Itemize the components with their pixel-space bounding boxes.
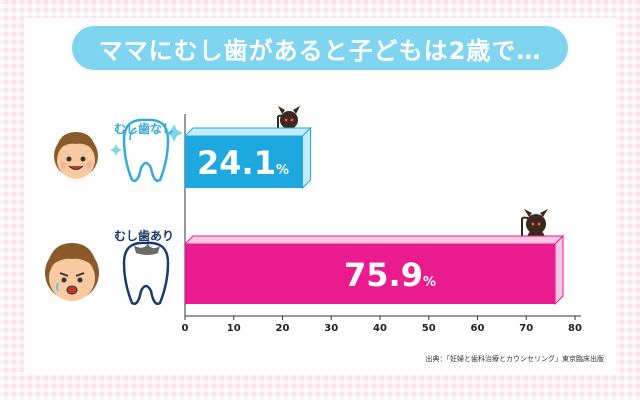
x-tick-label: 30 [324, 323, 338, 334]
x-tick-label: 70 [519, 323, 533, 334]
child-crying-icon [45, 243, 99, 301]
x-tick-label: 10 [227, 323, 241, 334]
x-tick-label: 0 [182, 323, 189, 334]
chart-title: ママにむし歯があると子どもは2歳で… [72, 26, 568, 70]
bar-no-cavity-top [183, 127, 312, 137]
x-tick-label: 40 [373, 323, 387, 334]
x-tick-label: 50 [422, 323, 436, 334]
category-label: むし歯あり [114, 228, 174, 243]
data-label: 75.9% [344, 256, 436, 294]
decayed-tooth-icon [122, 241, 170, 305]
chart-card: ママにむし歯があると子どもは2歳で… [24, 18, 616, 374]
bar-cavity [185, 244, 556, 304]
bar-cavity-top [183, 235, 565, 245]
category-label: むし歯なし [114, 121, 174, 136]
x-tick-label: 60 [471, 323, 485, 334]
bar-no-cavity-side [301, 126, 311, 190]
data-label: 24.1% [197, 144, 289, 182]
bar-no-cavity [185, 136, 303, 188]
x-tick-label: 80 [568, 323, 582, 334]
bar-cavity-side [554, 234, 564, 306]
x-tick-label: 20 [276, 323, 290, 334]
child-happy-icon [54, 132, 98, 179]
healthy-tooth-icon [110, 118, 183, 182]
source-citation: 出典：「妊婦と歯科治療とカウンセリング」東京臨床出版 [425, 355, 605, 363]
